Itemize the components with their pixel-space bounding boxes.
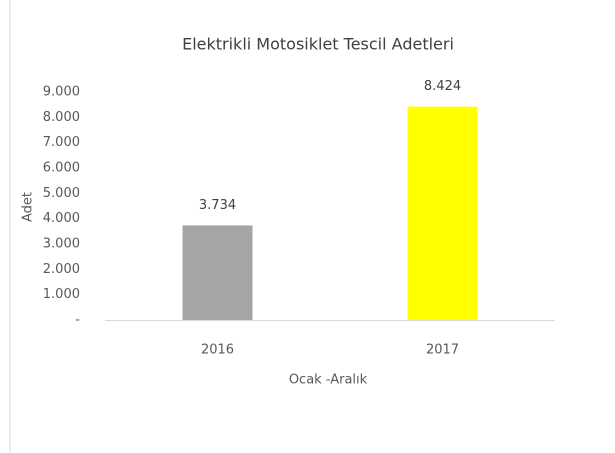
y-tick-label: 5.000 bbox=[43, 186, 80, 201]
y-tick-label: 8.000 bbox=[43, 110, 80, 125]
bar bbox=[182, 225, 253, 320]
y-tick-label: - bbox=[75, 313, 80, 328]
y-tick-label: 6.000 bbox=[43, 161, 80, 176]
data-label: 8.424 bbox=[424, 79, 461, 94]
y-tick-label: 4.000 bbox=[43, 211, 80, 226]
y-tick-label: 1.000 bbox=[43, 287, 80, 302]
y-tick-label: 7.000 bbox=[43, 135, 80, 150]
x-tick-label: 2017 bbox=[426, 343, 459, 358]
data-label: 3.734 bbox=[199, 198, 236, 213]
y-tick-label: 9.000 bbox=[43, 85, 80, 100]
bar bbox=[407, 106, 478, 320]
y-tick-label: 2.000 bbox=[43, 262, 80, 277]
chart-title: Elektrikli Motosiklet Tescil Adetleri bbox=[182, 35, 454, 54]
x-tick-label: 2016 bbox=[201, 343, 234, 358]
x-axis-label: Ocak -Aralık bbox=[289, 373, 368, 388]
y-axis-label: Adet bbox=[21, 192, 36, 222]
y-tick-label: 3.000 bbox=[43, 237, 80, 252]
